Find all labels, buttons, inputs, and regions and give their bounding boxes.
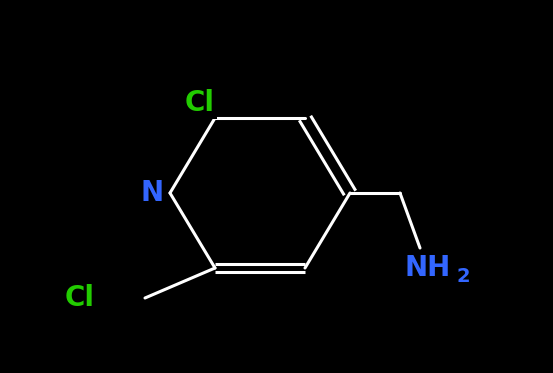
Text: NH: NH xyxy=(405,254,451,282)
Text: N: N xyxy=(140,179,164,207)
Text: Cl: Cl xyxy=(185,89,215,117)
Text: 2: 2 xyxy=(457,266,471,285)
Text: Cl: Cl xyxy=(65,284,95,312)
